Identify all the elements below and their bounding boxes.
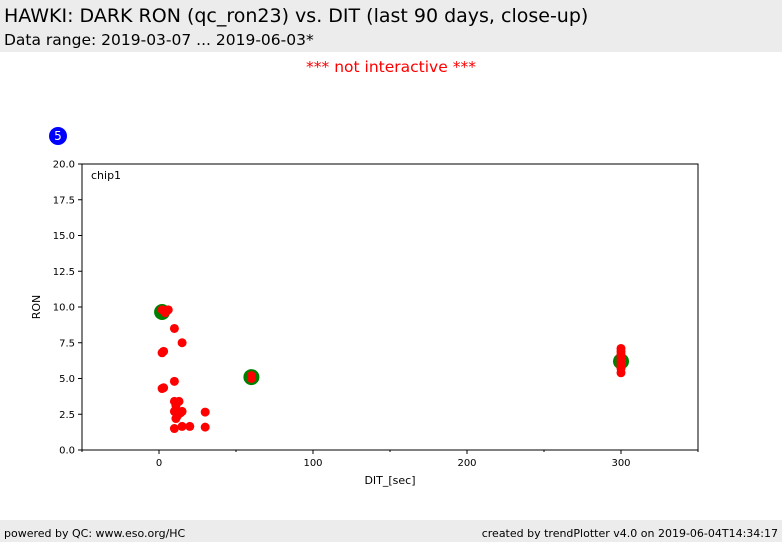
data-point (200, 407, 210, 417)
header-bar: HAWKI: DARK RON (qc_ron23) vs. DIT (last… (0, 0, 782, 52)
data-point (159, 346, 169, 356)
y-tick-label: 5.0 (59, 374, 75, 385)
plot-number-badge: 5 (49, 127, 67, 145)
y-tick-label: 0.0 (59, 446, 75, 457)
data-point (159, 383, 169, 393)
average-markers (154, 304, 629, 386)
x-tick-label: 300 (611, 458, 630, 469)
y-tick-label: 17.5 (53, 195, 75, 206)
measurement-points (157, 305, 626, 434)
footer-powered-by: powered by QC: www.eso.org/HC (4, 527, 186, 540)
chip-annotation: chip1 (91, 169, 121, 182)
x-tick-label: 100 (303, 458, 322, 469)
data-point (169, 424, 179, 434)
y-tick-label: 15.0 (53, 231, 75, 242)
x-axis-label: DIT_[sec] (364, 474, 415, 487)
footer-bar: powered by QC: www.eso.org/HC created by… (0, 520, 782, 542)
y-tick-label: 12.5 (53, 267, 75, 278)
data-point (185, 421, 195, 431)
chart-title: HAWKI: DARK RON (qc_ron23) vs. DIT (last… (4, 5, 589, 27)
data-point (171, 414, 181, 424)
data-point (163, 305, 173, 315)
x-tick-label: 0 (156, 458, 162, 469)
data-point (169, 376, 179, 386)
data-point (246, 374, 256, 383)
chart-subtitle: Data range: 2019-03-07 ... 2019-06-03* (4, 31, 314, 49)
footer-created-by: created by trendPlotter v4.0 on 2019-06-… (481, 527, 778, 540)
data-point (177, 421, 187, 431)
y-tick-label: 20.0 (53, 160, 75, 171)
y-tick-label: 10.0 (53, 303, 75, 314)
data-point (169, 323, 179, 333)
y-tick-label: 2.5 (59, 410, 75, 421)
x-tick-label: 200 (457, 458, 476, 469)
data-point (200, 422, 210, 432)
x-axis-ticks: 0 100 200 300 (81, 450, 699, 469)
data-point (177, 338, 187, 348)
y-tick-label: 7.5 (59, 338, 75, 349)
y-axis-ticks: 0.0 2.5 5.0 7.5 10.0 12.5 15.0 17.5 20.0 (53, 160, 82, 457)
not-interactive-notice: *** not interactive *** (306, 58, 476, 76)
data-point (616, 368, 626, 378)
y-axis-label: RON (30, 295, 43, 320)
